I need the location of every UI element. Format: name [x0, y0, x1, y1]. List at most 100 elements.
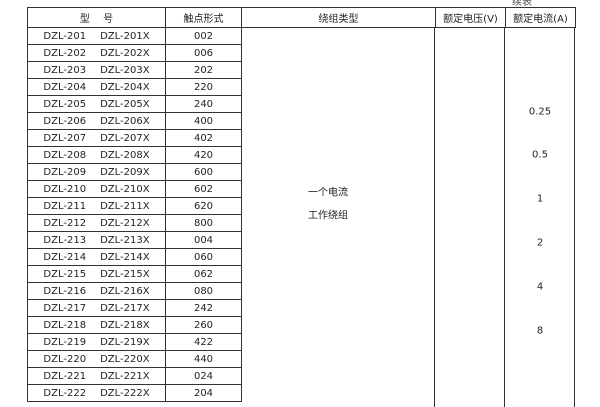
- model-cell: DZL-210 DZL-210X: [28, 181, 166, 198]
- model-code: DZL-211: [43, 200, 87, 212]
- model-code-x: DZL-212X: [100, 217, 150, 229]
- model-code-x: DZL-217X: [100, 302, 150, 314]
- table-row: DZL-213 DZL-213X 004: [28, 232, 576, 249]
- table-row: DZL-205 DZL-205X 240: [28, 96, 576, 113]
- contact-cell: 260: [166, 317, 242, 334]
- contact-cell: 220: [166, 79, 242, 96]
- model-code-x: DZL-202X: [100, 47, 150, 59]
- rated-current-value: 0.5: [532, 149, 548, 161]
- table-row: DZL-215 DZL-215X 062: [28, 266, 576, 283]
- model-code-x: DZL-209X: [100, 166, 150, 178]
- model-code: DZL-212: [43, 217, 87, 229]
- contact-cell: 620: [166, 198, 242, 215]
- model-cell: DZL-219 DZL-219X: [28, 334, 166, 351]
- voltage-column-divider: [434, 27, 435, 407]
- model-code: DZL-207: [43, 132, 87, 144]
- contact-cell: 602: [166, 181, 242, 198]
- model-code-x: DZL-210X: [100, 183, 150, 195]
- header-current: 额定电流(A): [506, 8, 576, 28]
- model-cell: DZL-216 DZL-216X: [28, 283, 166, 300]
- model-cell: DZL-207 DZL-207X: [28, 130, 166, 147]
- model-code: DZL-201: [43, 30, 87, 42]
- table-row: DZL-220 DZL-220X 440: [28, 351, 576, 368]
- contact-cell: 400: [166, 113, 242, 130]
- table-row: DZL-222 DZL-222X 204: [28, 385, 576, 402]
- table-row: DZL-203 DZL-203X 202: [28, 62, 576, 79]
- table-row: DZL-209 DZL-209X 600: [28, 164, 576, 181]
- model-code-x: DZL-216X: [100, 285, 150, 297]
- contact-cell: 002: [166, 28, 242, 45]
- table-row: DZL-204 DZL-204X 220: [28, 79, 576, 96]
- model-code-x: DZL-201X: [100, 30, 150, 42]
- contact-cell: 242: [166, 300, 242, 317]
- model-cell: DZL-213 DZL-213X: [28, 232, 166, 249]
- header-winding: 绕组类型: [242, 8, 436, 28]
- model-cell: DZL-218 DZL-218X: [28, 317, 166, 334]
- header-contact: 触点形式: [166, 8, 242, 28]
- model-code-x: DZL-215X: [100, 268, 150, 280]
- model-cell: DZL-221 DZL-221X: [28, 368, 166, 385]
- current-column-divider: [504, 27, 505, 407]
- table-row: DZL-218 DZL-218X 260: [28, 317, 576, 334]
- table-right-border: [574, 27, 575, 407]
- header-voltage: 额定电压(V): [436, 8, 506, 28]
- table-row: DZL-217 DZL-217X 242: [28, 300, 576, 317]
- table-row: DZL-212 DZL-212X 800: [28, 215, 576, 232]
- table-row: DZL-202 DZL-202X 006: [28, 45, 576, 62]
- winding-type-line2: 工作绕组: [308, 210, 348, 222]
- model-cell: DZL-211 DZL-211X: [28, 198, 166, 215]
- model-cell: DZL-212 DZL-212X: [28, 215, 166, 232]
- model-code: DZL-203: [43, 64, 87, 76]
- model-cell: DZL-202 DZL-202X: [28, 45, 166, 62]
- model-code: DZL-219: [43, 336, 87, 348]
- model-code-x: DZL-204X: [100, 81, 150, 93]
- model-code-x: DZL-211X: [100, 200, 150, 212]
- table-row: DZL-219 DZL-219X 422: [28, 334, 576, 351]
- model-cell: DZL-215 DZL-215X: [28, 266, 166, 283]
- table-row: DZL-206 DZL-206X 400: [28, 113, 576, 130]
- spec-table: 型 号 触点形式 绕组类型 额定电压(V) 额定电流(A) DZL-201 DZL…: [27, 7, 576, 402]
- model-code-x: DZL-214X: [100, 251, 150, 263]
- contact-cell: 402: [166, 130, 242, 147]
- header-row: 型 号 触点形式 绕组类型 额定电压(V) 额定电流(A): [28, 8, 576, 28]
- model-code: DZL-213: [43, 234, 87, 246]
- model-cell: DZL-203 DZL-203X: [28, 62, 166, 79]
- rated-current-value: 4: [536, 281, 544, 293]
- model-code: DZL-214: [43, 251, 87, 263]
- table-row: DZL-201 DZL-201X 002: [28, 28, 576, 45]
- model-code-x: DZL-208X: [100, 149, 150, 161]
- contact-cell: 202: [166, 62, 242, 79]
- model-code: DZL-204: [43, 81, 87, 93]
- model-code-x: DZL-213X: [100, 234, 150, 246]
- model-cell: DZL-201 DZL-201X: [28, 28, 166, 45]
- model-cell: DZL-206 DZL-206X: [28, 113, 166, 130]
- contact-cell: 024: [166, 368, 242, 385]
- contact-cell: 204: [166, 385, 242, 402]
- model-code: DZL-202: [43, 47, 87, 59]
- table-row: DZL-208 DZL-208X 420: [28, 147, 576, 164]
- contact-cell: 062: [166, 266, 242, 283]
- continued-caption: 续表: [512, 0, 532, 8]
- winding-type-line1: 一个电流: [308, 187, 348, 199]
- rated-current-value: 0.25: [528, 106, 552, 118]
- model-code-x: DZL-206X: [100, 115, 150, 127]
- model-cell: DZL-208 DZL-208X: [28, 147, 166, 164]
- model-code: DZL-215: [43, 268, 87, 280]
- model-code: DZL-217: [43, 302, 87, 314]
- contact-cell: 060: [166, 249, 242, 266]
- table-row: DZL-214 DZL-214X 060: [28, 249, 576, 266]
- model-code: DZL-222: [43, 387, 87, 399]
- contact-cell: 800: [166, 215, 242, 232]
- model-cell: DZL-205 DZL-205X: [28, 96, 166, 113]
- model-code-x: DZL-220X: [100, 353, 150, 365]
- contact-cell: 080: [166, 283, 242, 300]
- model-cell: DZL-222 DZL-222X: [28, 385, 166, 402]
- model-code-x: DZL-221X: [100, 370, 150, 382]
- model-code-x: DZL-207X: [100, 132, 150, 144]
- model-code: DZL-218: [43, 319, 87, 331]
- model-code: DZL-206: [43, 115, 87, 127]
- model-cell: DZL-214 DZL-214X: [28, 249, 166, 266]
- contact-cell: 440: [166, 351, 242, 368]
- model-cell: DZL-209 DZL-209X: [28, 164, 166, 181]
- contact-cell: 422: [166, 334, 242, 351]
